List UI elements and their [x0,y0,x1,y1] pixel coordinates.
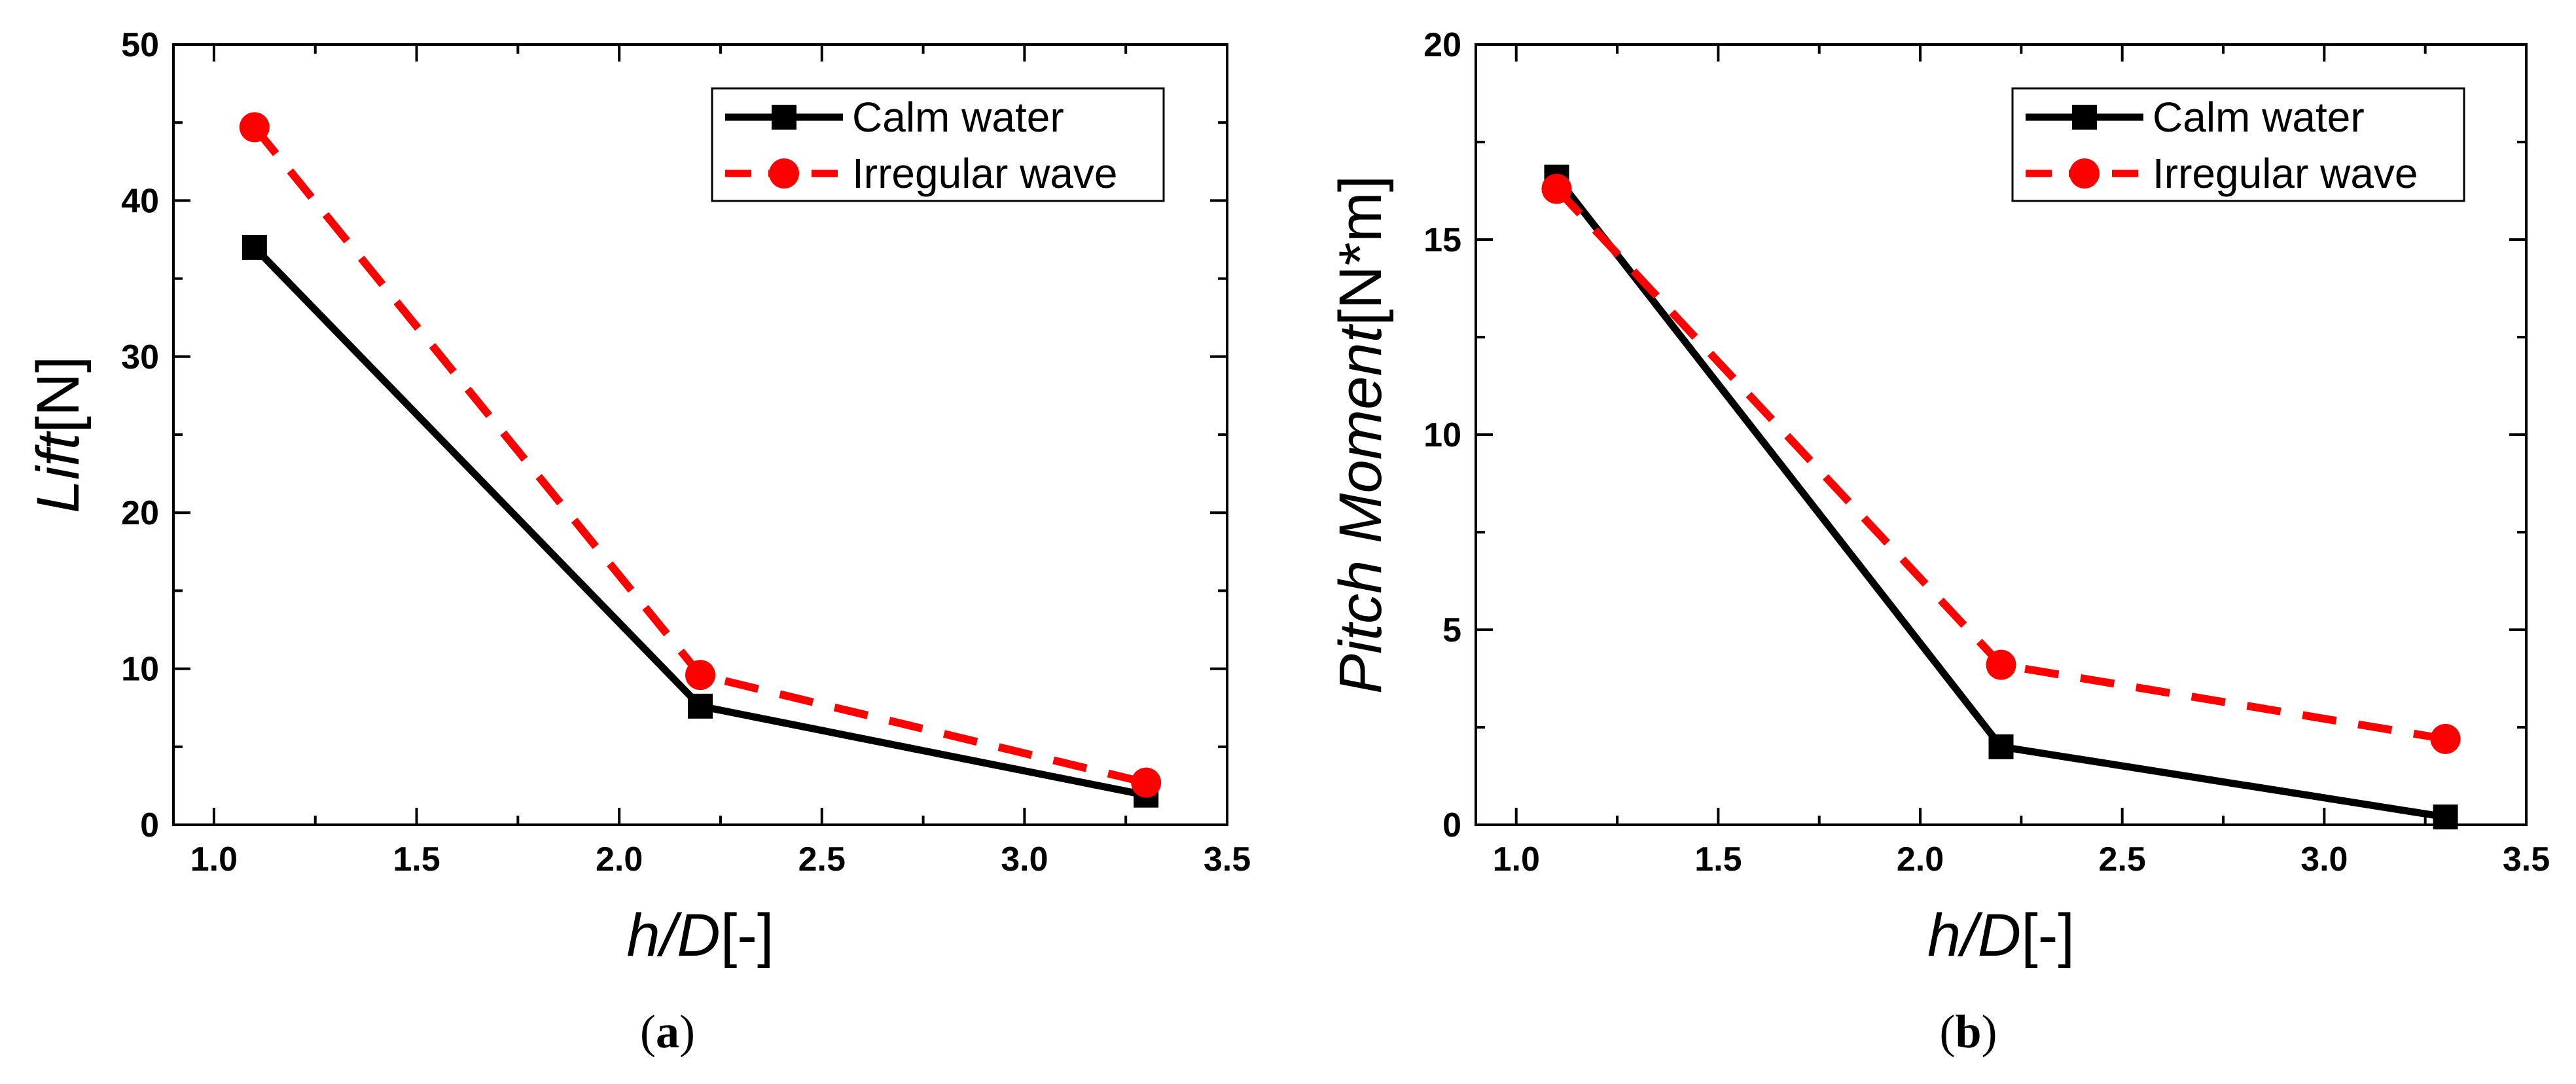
x-axis-title-italic: h/D [1927,902,2021,969]
y-tick-label: 5 [1442,611,1461,649]
x-axis-title-italic: h/D [627,902,721,969]
x-tick-label: 2.0 [596,840,643,878]
data-point-square [688,693,713,719]
data-point-square [241,234,267,260]
legend-marker-square [772,105,796,130]
panel-label: (a) [640,1005,695,1058]
series-line-calm-water [1554,175,2446,821]
x-tick-label: 1.5 [393,840,440,878]
y-tick-label: 15 [1423,221,1461,259]
legend-marker-square [2072,105,2097,130]
y-tick-label: 10 [121,651,159,689]
y-tick-label: 10 [1423,416,1461,454]
y-tick-label: 20 [1423,26,1461,64]
y-tick-label: 0 [140,806,159,844]
x-tick-label: 3.0 [1001,840,1048,878]
x-axis-title-units: [-] [721,902,774,969]
panel-label-letter: b [1955,1005,1981,1058]
x-tick-label: 3.5 [2503,840,2550,878]
x-tick-label: 2.0 [1897,840,1944,878]
data-point-circle [2430,723,2461,754]
data-point-circle [239,112,270,143]
y-tick-label: 0 [1442,806,1461,844]
x-tick-label: 1.0 [190,840,238,878]
legend-label: Calm water [2153,94,2365,141]
panel-label-open: ( [640,1005,656,1058]
legend-marker-circle [2069,158,2100,189]
y-axis-title-italic: Lift [25,431,92,513]
y-tick-label: 50 [121,26,159,64]
y-axis-title-units: [N*m] [1327,175,1394,326]
y-tick-label: 20 [121,494,159,532]
legend-label: Calm water [852,94,1064,141]
y-axis-title: Lift[N] [25,356,92,513]
panel-label: (b) [1939,1005,1997,1058]
legend-marker-circle [769,158,799,189]
y-axis-title-units: [N] [25,356,92,433]
data-point-circle [1986,649,2016,680]
legend: Calm water Irregular wave [2011,87,2465,202]
x-tick-label: 1.0 [1493,840,1540,878]
data-point-circle [1541,173,1572,204]
x-axis-title: h/D[-] [1927,902,2075,969]
x-tick-label: 2.5 [798,840,846,878]
chart-panel-b: 1.0 1.5 2.0 2.5 3.0 3.5 0 5 10 15 20 Calm water Irre… [1327,26,2550,1058]
y-tick-label: 40 [121,182,159,220]
data-point-square [1988,734,2014,759]
x-axis-title-units: [-] [2021,902,2075,969]
y-tick-label: 30 [121,338,159,376]
legend-label: Irregular wave [852,150,1118,197]
legend-label: Irregular wave [2153,150,2418,197]
data-point-circle [1131,767,1162,798]
y-axis-title: Pitch Moment[N*m] [1327,175,1394,694]
chart-panel-a: 1.0 1.5 2.0 2.5 3.0 3.5 0 10 20 30 40 50 Calm water I… [25,26,1251,1058]
panel-label-close: ) [679,1005,695,1058]
x-tick-label: 3.5 [1204,840,1251,878]
panel-label-open: ( [1939,1005,1955,1058]
x-tick-label: 1.5 [1694,840,1742,878]
legend: Calm water Irregular wave [711,87,1165,202]
y-axis-title-italic: Pitch Moment [1327,323,1394,694]
data-point-circle [685,660,715,691]
panel-label-close: ) [1982,1005,1997,1058]
data-point-square [2433,804,2458,830]
x-axis-title: h/D[-] [627,902,774,969]
x-tick-label: 2.5 [2099,840,2146,878]
x-tick-label: 3.0 [2300,840,2348,878]
panel-label-letter: a [656,1005,679,1058]
